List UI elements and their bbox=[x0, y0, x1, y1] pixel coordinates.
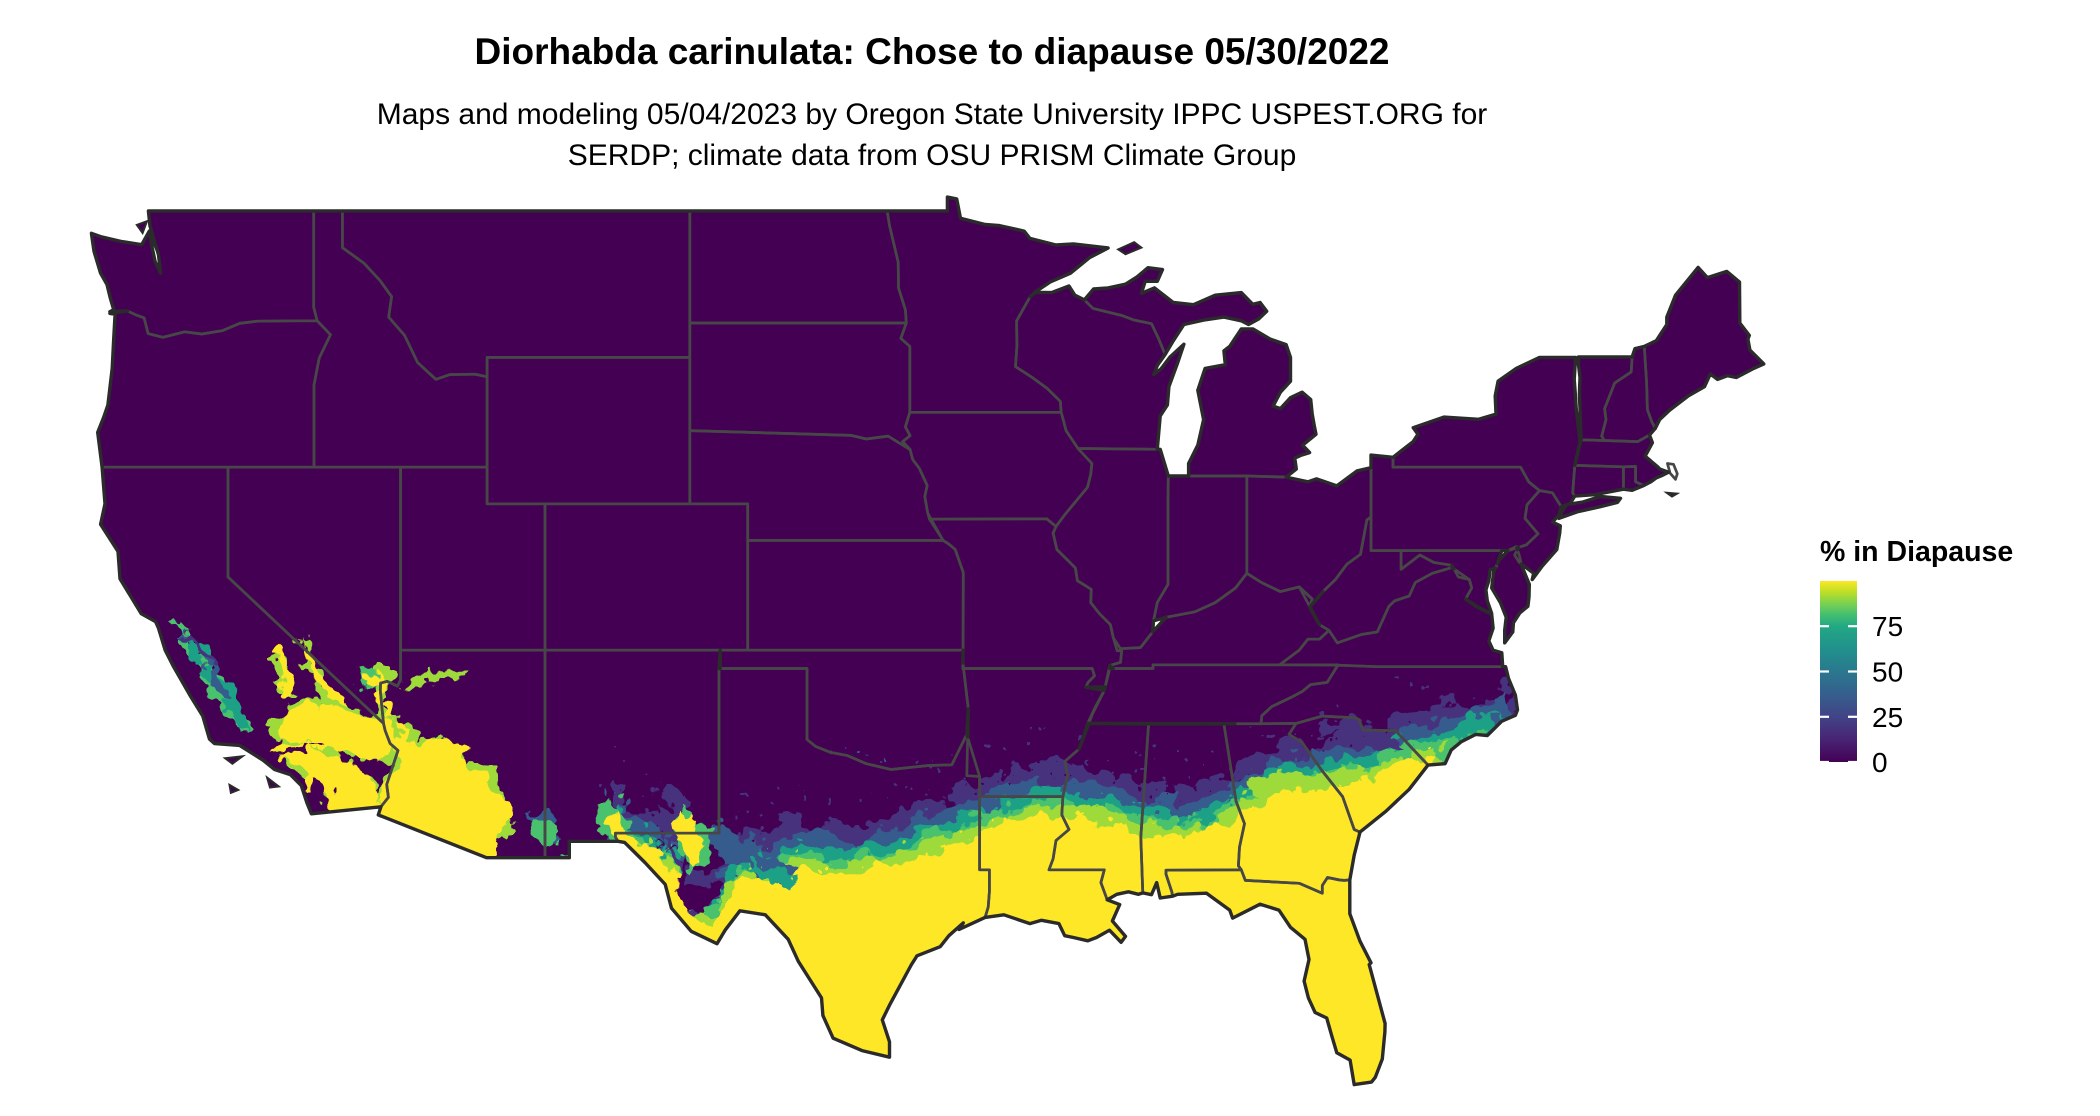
svg-text:0: 0 bbox=[1872, 747, 1888, 778]
svg-text:25: 25 bbox=[1872, 702, 1903, 733]
svg-text:50: 50 bbox=[1872, 657, 1903, 688]
svg-text:75: 75 bbox=[1872, 611, 1903, 642]
svg-text:% in Diapause: % in Diapause bbox=[1820, 536, 2013, 568]
